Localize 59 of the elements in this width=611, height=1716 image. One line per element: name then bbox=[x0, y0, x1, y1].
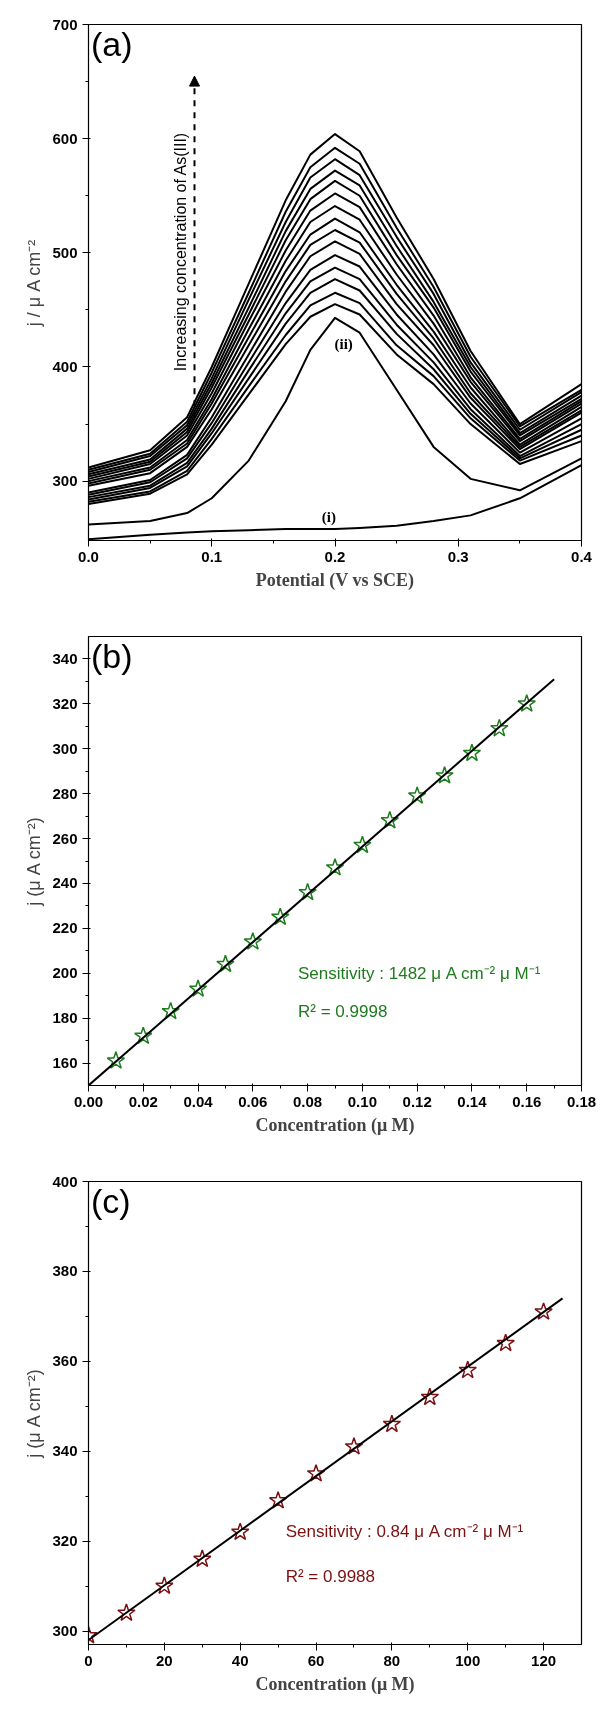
chart-title: (c) bbox=[90, 1181, 131, 1220]
annotation: (ii) bbox=[334, 336, 353, 354]
x-tick-label: 120 bbox=[531, 1651, 557, 1669]
y-tick-label: 320 bbox=[52, 694, 78, 712]
x-tick-label: 0.3 bbox=[447, 547, 469, 565]
y-tick-label: 300 bbox=[52, 1622, 78, 1640]
x-tick-label: 0.16 bbox=[512, 1092, 542, 1110]
y-tick-label: 160 bbox=[52, 1054, 78, 1072]
x-axis-title: Potential (V vs SCE) bbox=[255, 569, 414, 591]
y-tick-label: 600 bbox=[52, 129, 78, 147]
x-tick-label: 0.1 bbox=[201, 547, 223, 565]
x-tick-label: 0.14 bbox=[457, 1092, 488, 1110]
y-tick-label: 260 bbox=[52, 829, 78, 847]
annotation: R² = 0.9998 bbox=[298, 1001, 388, 1021]
y-tick-label: 400 bbox=[52, 357, 78, 375]
y-axis-title: j / μ A cm⁻² bbox=[24, 239, 45, 328]
y-axis-title: j (μ A cm⁻²) bbox=[24, 1369, 45, 1459]
y-tick-label: 300 bbox=[52, 472, 78, 490]
x-tick-label: 100 bbox=[455, 1651, 481, 1669]
x-tick-label: 60 bbox=[307, 1651, 325, 1669]
y-tick-label: 320 bbox=[52, 1532, 78, 1550]
annotation: Sensitivity : 0.84 μ A cm⁻² μ M⁻¹ bbox=[285, 1522, 524, 1542]
y-tick-label: 340 bbox=[52, 1442, 78, 1460]
y-tick-label: 280 bbox=[52, 784, 78, 802]
x-tick-label: 0 bbox=[84, 1651, 93, 1669]
y-tick-label: 400 bbox=[52, 1172, 78, 1190]
x-axis-title: Concentration (μ M) bbox=[255, 1114, 415, 1136]
y-tick-label: 360 bbox=[52, 1352, 78, 1370]
y-tick-label: 340 bbox=[52, 649, 78, 667]
y-tick-label: 220 bbox=[52, 919, 78, 937]
annotation: (i) bbox=[321, 509, 336, 527]
x-tick-label: 0.0 bbox=[78, 547, 99, 565]
x-tick-label: 0.00 bbox=[73, 1092, 104, 1110]
x-tick-label: 80 bbox=[383, 1651, 401, 1669]
y-tick-label: 200 bbox=[52, 964, 78, 982]
x-tick-label: 0.12 bbox=[402, 1092, 432, 1110]
x-tick-label: 0.18 bbox=[566, 1092, 597, 1110]
x-tick-label: 0.04 bbox=[183, 1092, 214, 1110]
y-tick-label: 700 bbox=[52, 15, 78, 33]
x-tick-label: 0.02 bbox=[128, 1092, 158, 1110]
x-tick-label: 0.4 bbox=[571, 547, 593, 565]
x-tick-label: 0.06 bbox=[238, 1092, 268, 1110]
x-tick-label: 0.08 bbox=[293, 1092, 323, 1110]
y-tick-label: 240 bbox=[52, 874, 78, 892]
annotation: Sensitivity : 1482 μ A cm⁻² μ M⁻¹ bbox=[298, 963, 541, 983]
chart-title: (b) bbox=[90, 636, 133, 675]
x-axis-title: Concentration (μ M) bbox=[255, 1673, 415, 1695]
x-tick-label: 0.10 bbox=[347, 1092, 377, 1110]
y-tick-label: 380 bbox=[52, 1262, 78, 1280]
y-tick-label: 300 bbox=[52, 739, 78, 757]
annotation: R² = 0.9988 bbox=[285, 1567, 376, 1587]
y-axis-title: j (μ A cm⁻²) bbox=[24, 817, 45, 907]
x-tick-label: 20 bbox=[156, 1651, 173, 1669]
y-tick-label: 180 bbox=[52, 1009, 78, 1027]
chart-title: (a) bbox=[90, 24, 133, 63]
annotation: Increasing concentration of As(III) bbox=[172, 132, 190, 372]
x-tick-label: 0.2 bbox=[324, 547, 346, 565]
x-tick-label: 40 bbox=[231, 1651, 249, 1669]
y-tick-label: 500 bbox=[52, 243, 78, 261]
